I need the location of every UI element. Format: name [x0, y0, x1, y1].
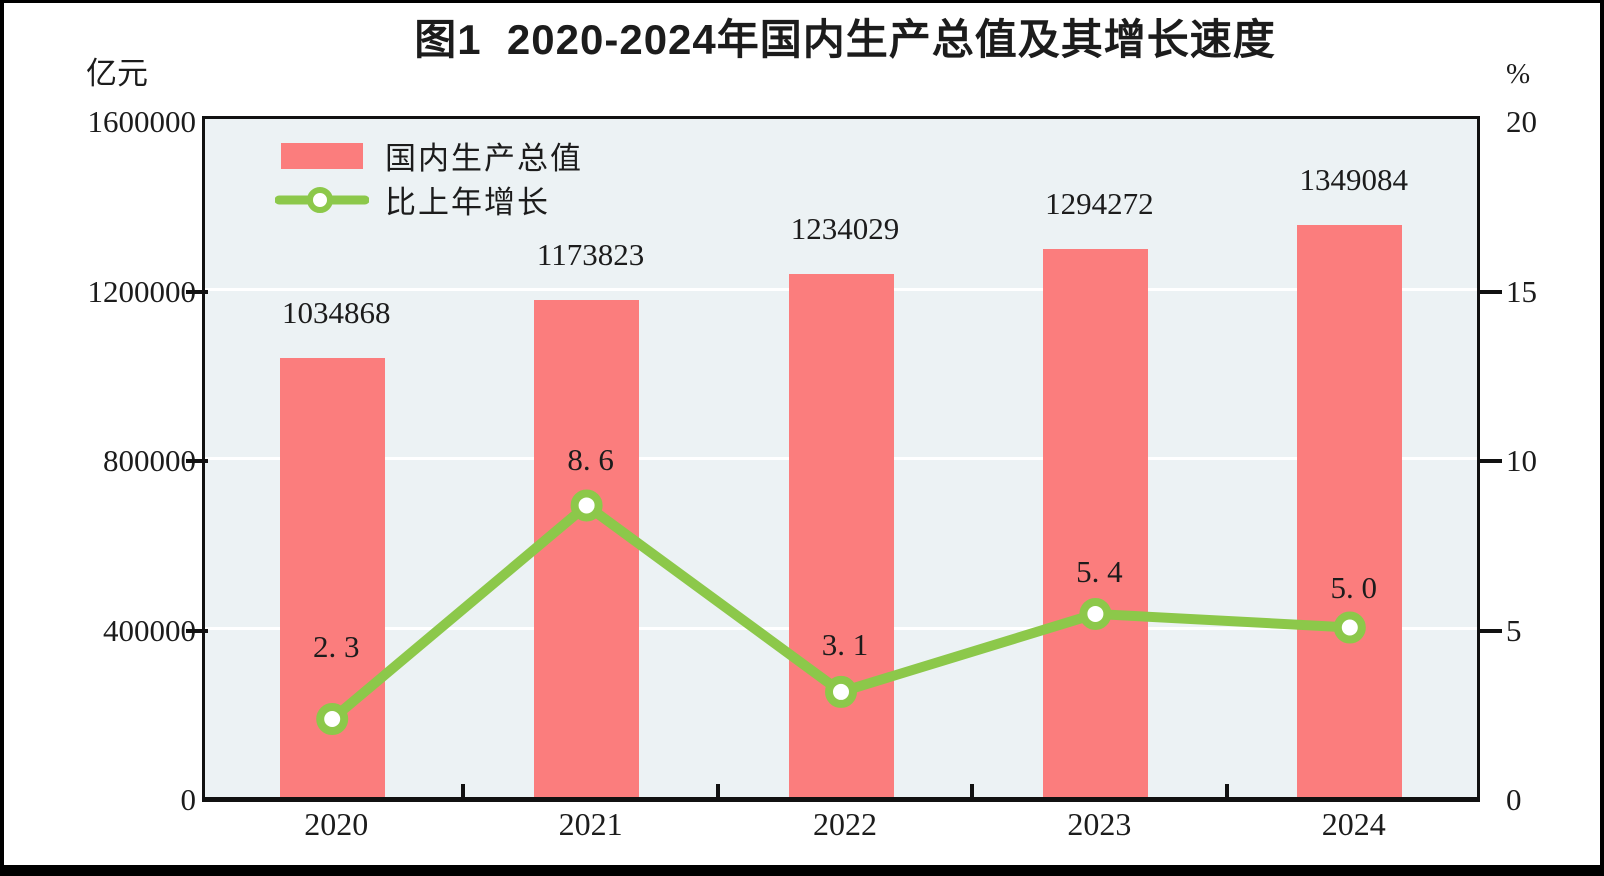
right-axis-tick-label: 10 — [1506, 443, 1537, 478]
line-series — [316, 489, 1366, 736]
legend-line-label: 比上年增长 — [385, 185, 550, 220]
growth-value-label: 5. 0 — [1330, 569, 1378, 605]
growth-value-label: 5. 4 — [1076, 553, 1123, 589]
left-axis-tick-label: 1600000 — [87, 104, 197, 139]
x-axis-tick — [715, 784, 720, 800]
bar-value-label: 1034868 — [281, 295, 391, 331]
bar-value-label: 1349084 — [1299, 162, 1409, 198]
right-axis-tick — [1480, 289, 1502, 294]
left-axis-tick-label: 1200000 — [87, 273, 197, 309]
x-axis-label-2021: 2021 — [558, 806, 623, 842]
right-axis-unit-label: % — [1506, 58, 1531, 90]
plot-area: 国内生产总值 比上年增长 — [202, 116, 1480, 802]
bar-value-label: 1234029 — [790, 211, 900, 247]
bar-value-label: 1173823 — [536, 236, 645, 272]
right-axis-tick-label: 15 — [1506, 273, 1537, 309]
left-axis-tick-label: 400000 — [103, 612, 196, 648]
left-axis-tick-label: 0 — [180, 782, 197, 817]
chart-title: 图1 2020-2024年国内生产总值及其增长速度 — [414, 16, 1276, 63]
data-point-marker — [1079, 597, 1112, 630]
growth-value-label: 2. 3 — [312, 629, 360, 665]
x-axis-tick — [970, 784, 975, 800]
data-point-marker — [1333, 611, 1366, 644]
legend-bar-swatch-icon — [281, 142, 363, 169]
bar-2021 — [534, 299, 640, 797]
bar-value-label: 1294272 — [1045, 185, 1154, 221]
bar-2022 — [788, 274, 894, 797]
x-axis-label-2022: 2022 — [813, 806, 877, 842]
x-axis-tick — [1224, 784, 1229, 800]
x-axis-label-2020: 2020 — [304, 806, 369, 842]
legend-item-gdp: 国内生产总值 — [281, 133, 583, 178]
right-axis-tick-label: 0 — [1506, 782, 1522, 817]
legend-item-growth: 比上年增长 — [275, 177, 550, 222]
left-axis-tick-label: 800000 — [103, 443, 196, 478]
data-point-marker — [570, 489, 603, 522]
bar-2024 — [1297, 225, 1403, 797]
right-axis-tick-label: 20 — [1506, 104, 1537, 139]
left-axis-tick — [186, 459, 208, 463]
legend-bar-label: 国内生产总值 — [385, 141, 583, 176]
x-axis-label-2023: 2023 — [1067, 806, 1132, 842]
left-axis-tick — [186, 628, 208, 633]
left-axis-unit-label: 亿元 — [86, 56, 148, 91]
x-axis-label-2024: 2024 — [1321, 806, 1386, 842]
legend-line-swatch-icon — [275, 186, 369, 213]
right-axis-tick-label: 5 — [1506, 612, 1522, 648]
bar-2023 — [1042, 248, 1148, 797]
data-point-marker — [825, 675, 857, 708]
growth-value-label: 8. 6 — [567, 442, 614, 478]
left-axis-tick — [186, 289, 208, 294]
right-axis-tick — [1480, 628, 1502, 633]
growth-value-label: 3. 1 — [821, 626, 869, 662]
x-axis-tick — [461, 784, 466, 800]
data-point-marker — [316, 703, 349, 736]
right-axis-tick — [1480, 459, 1502, 463]
